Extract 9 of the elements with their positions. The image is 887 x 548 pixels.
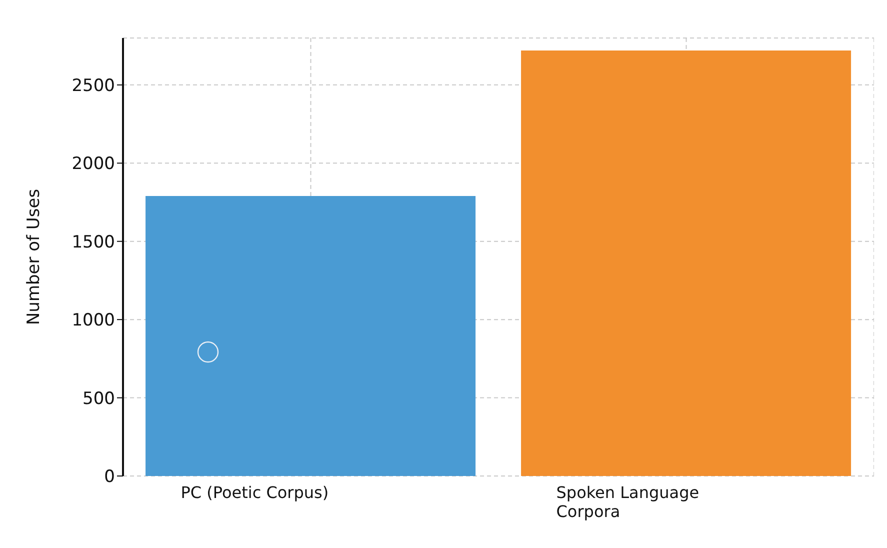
x-tick-label: Spoken Language Corpora	[556, 483, 700, 521]
y-tick-label: 2000	[72, 154, 115, 174]
y-axis-title: Number of Uses	[24, 188, 44, 326]
y-tick-label: 500	[82, 388, 115, 409]
x-tick-label: PC (Poetic Corpus)	[180, 483, 329, 502]
y-tick-label: 1500	[72, 232, 115, 252]
y-tick-label: 0	[104, 467, 115, 488]
y-tick-label: 2500	[72, 76, 115, 96]
y-tick-label: 1000	[72, 310, 115, 331]
